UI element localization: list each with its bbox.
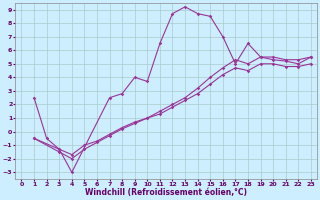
X-axis label: Windchill (Refroidissement éolien,°C): Windchill (Refroidissement éolien,°C) xyxy=(85,188,247,197)
